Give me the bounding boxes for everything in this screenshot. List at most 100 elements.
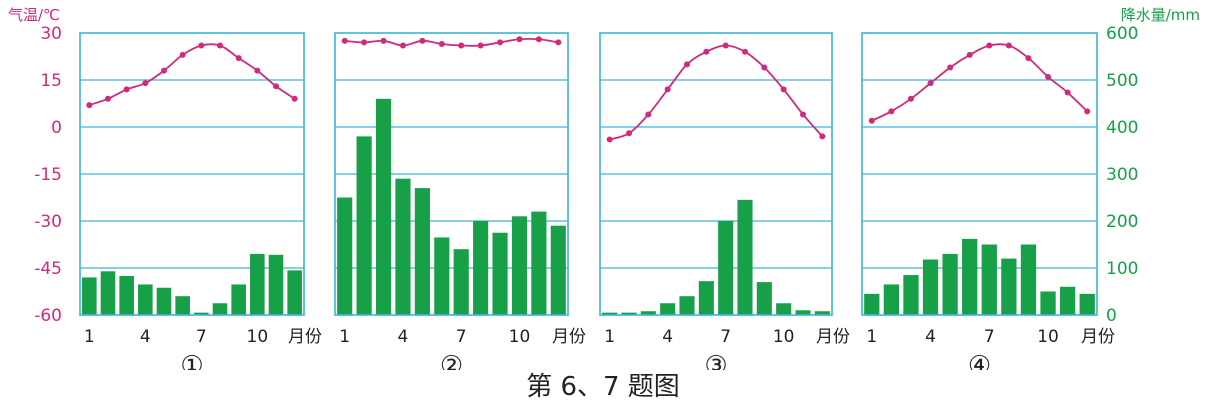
temperature-line-4 xyxy=(871,43,1088,122)
temperature-point-3-8 xyxy=(742,48,748,55)
temperature-point-1-4 xyxy=(142,80,149,87)
temperature-point-3-12 xyxy=(819,133,826,140)
temperature-point-2-4 xyxy=(399,42,406,49)
precipitation-bar-3-6 xyxy=(698,281,714,315)
precipitation-bar-3-10 xyxy=(776,303,792,315)
precipitation-bar-3-9 xyxy=(756,282,772,315)
temperature-tick-label: -60 xyxy=(34,306,62,326)
precipitation-bar-4-1 xyxy=(864,293,880,315)
precipitation-bar-3-12 xyxy=(814,311,830,315)
precipitation-bar-4-12 xyxy=(1079,293,1095,315)
month-tick-label: 1 xyxy=(84,327,95,347)
precipitation-bar-1-7 xyxy=(194,312,209,315)
temperature-point-1-2 xyxy=(105,95,111,102)
temperature-point-1-1 xyxy=(86,102,93,109)
precipitation-tick-label: 100 xyxy=(1106,259,1138,279)
precipitation-bar-3-1 xyxy=(602,312,618,315)
temperature-point-4-7 xyxy=(986,42,993,49)
precipitation-bar-4-10 xyxy=(1040,291,1056,315)
temperature-tick-label: -15 xyxy=(34,165,62,185)
chart-frame-4 xyxy=(861,32,1098,316)
precipitation-bar-3-8 xyxy=(737,199,753,315)
month-tick-label: 10 xyxy=(773,327,795,347)
month-unit-label: 月份 xyxy=(288,327,322,347)
temperature-tick-label: 15 xyxy=(40,71,62,91)
temperature-point-2-10 xyxy=(516,36,523,43)
temperature-point-4-4 xyxy=(927,80,934,87)
temperature-point-3-4 xyxy=(664,86,671,93)
temperature-line-1 xyxy=(89,43,296,106)
temperature-point-3-1 xyxy=(606,136,613,143)
temperature-point-2-2 xyxy=(361,39,368,46)
month-unit-label: 月份 xyxy=(552,327,586,347)
temperature-point-2-5 xyxy=(419,37,426,44)
month-tick-label: 7 xyxy=(456,327,467,347)
temperature-axis-label: 气温/℃ xyxy=(8,6,60,24)
temperature-point-4-3 xyxy=(907,95,914,102)
precipitation-bar-2-8 xyxy=(473,221,489,315)
precipitation-bar-4-9 xyxy=(1020,244,1037,315)
precipitation-tick-label: 400 xyxy=(1106,118,1138,138)
precipitation-bar-4-2 xyxy=(883,284,900,315)
temperature-point-3-3 xyxy=(645,111,652,118)
temperature-point-4-6 xyxy=(966,51,973,58)
chart-frame-1 xyxy=(79,32,305,316)
month-tick-label: 4 xyxy=(925,327,936,347)
precipitation-bar-1-1 xyxy=(82,277,97,315)
temperature-point-2-8 xyxy=(477,42,484,49)
precipitation-bar-1-11 xyxy=(268,254,284,315)
temperature-line-3 xyxy=(609,44,824,141)
precipitation-bar-4-6 xyxy=(962,238,978,315)
temperature-point-1-8 xyxy=(217,42,223,49)
temperature-point-2-1 xyxy=(341,37,348,44)
month-tick-label: 7 xyxy=(196,327,207,347)
precipitation-bar-1-6 xyxy=(175,296,190,315)
precipitation-tick-label: 200 xyxy=(1106,212,1138,232)
temperature-point-2-3 xyxy=(380,37,387,44)
month-unit-label: 月份 xyxy=(1081,327,1115,347)
precipitation-bar-2-10 xyxy=(511,216,528,315)
temperature-point-1-11 xyxy=(273,83,279,90)
precipitation-bar-2-7 xyxy=(453,249,469,315)
precipitation-bar-1-3 xyxy=(119,275,134,315)
precipitation-bar-2-3 xyxy=(375,98,392,315)
month-unit-label: 月份 xyxy=(816,327,850,347)
temperature-point-4-11 xyxy=(1064,89,1071,96)
month-tick-label: 4 xyxy=(140,327,151,347)
precipitation-bar-2-1 xyxy=(337,197,353,315)
temperature-point-1-3 xyxy=(123,86,130,93)
precipitation-bar-4-7 xyxy=(981,244,997,315)
precipitation-bar-2-9 xyxy=(492,232,508,315)
precipitation-bar-1-4 xyxy=(138,284,153,315)
precipitation-tick-label: 600 xyxy=(1106,24,1138,44)
chart-frame-2 xyxy=(334,32,569,316)
precipitation-bar-4-5 xyxy=(942,253,958,315)
precipitation-bar-4-8 xyxy=(1001,258,1017,315)
temperature-tick-label: -30 xyxy=(34,212,62,232)
month-tick-label: 1 xyxy=(604,327,615,347)
temperature-point-2-11 xyxy=(535,36,542,43)
month-tick-label: 10 xyxy=(247,327,269,347)
temperature-point-2-6 xyxy=(438,40,445,47)
temperature-point-1-9 xyxy=(235,55,242,62)
temperature-point-4-12 xyxy=(1084,108,1091,115)
precipitation-bar-2-5 xyxy=(414,188,430,315)
month-tick-label: 10 xyxy=(1037,327,1059,347)
temperature-point-3-9 xyxy=(761,64,768,71)
precipitation-tick-label: 300 xyxy=(1106,165,1138,185)
precipitation-bar-1-8 xyxy=(212,303,228,315)
precipitation-axis-label: 降水量/mm xyxy=(1121,6,1200,24)
temperature-point-3-10 xyxy=(780,86,787,93)
temperature-point-4-9 xyxy=(1025,55,1032,62)
temperature-point-2-12 xyxy=(555,39,562,46)
precipitation-bar-3-3 xyxy=(640,311,656,315)
precipitation-bar-3-4 xyxy=(660,303,676,315)
temperature-point-4-5 xyxy=(947,64,954,71)
precipitation-bar-3-5 xyxy=(679,296,695,315)
temperature-tick-label: 30 xyxy=(40,24,62,44)
temperature-point-3-11 xyxy=(800,111,806,118)
chart-frame-3 xyxy=(599,32,833,316)
precipitation-bar-2-4 xyxy=(395,178,411,315)
